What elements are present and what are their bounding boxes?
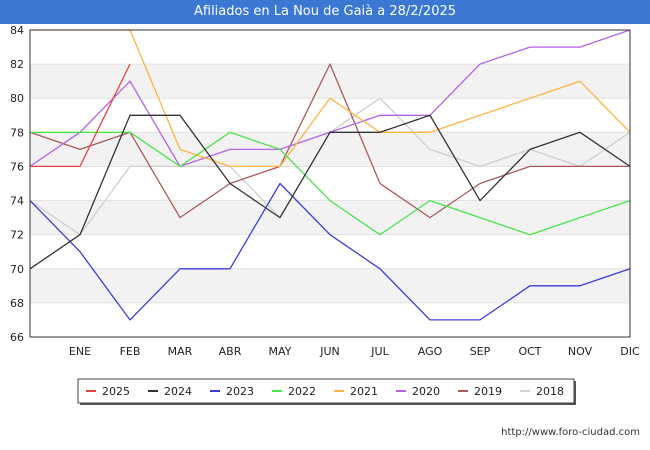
legend-label-2022: 2022: [288, 385, 316, 398]
x-tick-label: JUN: [319, 345, 340, 358]
y-tick-label: 82: [10, 58, 24, 71]
y-tick-label: 84: [10, 24, 24, 37]
y-tick-label: 72: [10, 229, 24, 242]
x-tick-label: ENE: [69, 345, 91, 358]
x-tick-label: DIC: [620, 345, 640, 358]
x-tick-label: FEB: [120, 345, 141, 358]
x-tick-label: MAY: [269, 345, 292, 358]
x-tick-label: MAR: [168, 345, 193, 358]
y-tick-label: 78: [10, 126, 24, 139]
series-line-2022: [30, 131, 631, 236]
footer-url: http://www.foro-ciudad.com: [501, 427, 640, 438]
chart-title: Afiliados en La Nou de Gaià a 28/2/2025: [193, 4, 457, 19]
legend-label-2019: 2019: [474, 385, 502, 398]
grid-band: [30, 64, 630, 99]
y-tick-label: 74: [10, 195, 24, 208]
legend-label-2023: 2023: [226, 385, 254, 398]
y-tick-label: 66: [10, 331, 24, 344]
legend-box: [77, 378, 575, 404]
title-bar: Afiliados en La Nou de Gaià a 28/2/2025: [0, 0, 650, 24]
x-tick-label: OCT: [518, 345, 541, 358]
legend-label-2020: 2020: [412, 385, 440, 398]
legend: 2025 2024 2023 2022 2021 2020 2019 2018: [77, 378, 576, 405]
y-axis-ticks: 66 68 70 72 74 76 78 80 82 84: [10, 24, 24, 344]
series-line-2023: [29, 182, 631, 321]
grid-band: [30, 200, 630, 235]
x-tick-label: AGO: [418, 345, 443, 358]
grid-bands: [30, 64, 630, 303]
legend-label-2021: 2021: [350, 385, 378, 398]
x-tick-label: JUL: [370, 345, 389, 358]
y-tick-label: 70: [10, 263, 24, 276]
grid-band: [30, 132, 630, 167]
series-line-2024: [29, 114, 631, 270]
plot-frame: [29, 29, 631, 338]
series-line-2025: [30, 63, 131, 168]
x-axis-ticks: ENE FEB MAR ABR MAY JUN JUL AGO SEP OCT NOV DIC: [69, 345, 640, 358]
legend-label-2024: 2024: [164, 385, 192, 398]
series-lines: [29, 29, 631, 321]
x-tick-label: SEP: [470, 345, 491, 358]
y-tick-label: 68: [10, 297, 24, 310]
legend-label-2018: 2018: [536, 385, 564, 398]
legend-label-2025: 2025: [102, 385, 130, 398]
y-tick-label: 80: [10, 92, 24, 105]
x-tick-label: NOV: [568, 345, 593, 358]
x-tick-label: ABR: [219, 345, 242, 358]
y-tick-label: 76: [10, 160, 24, 173]
